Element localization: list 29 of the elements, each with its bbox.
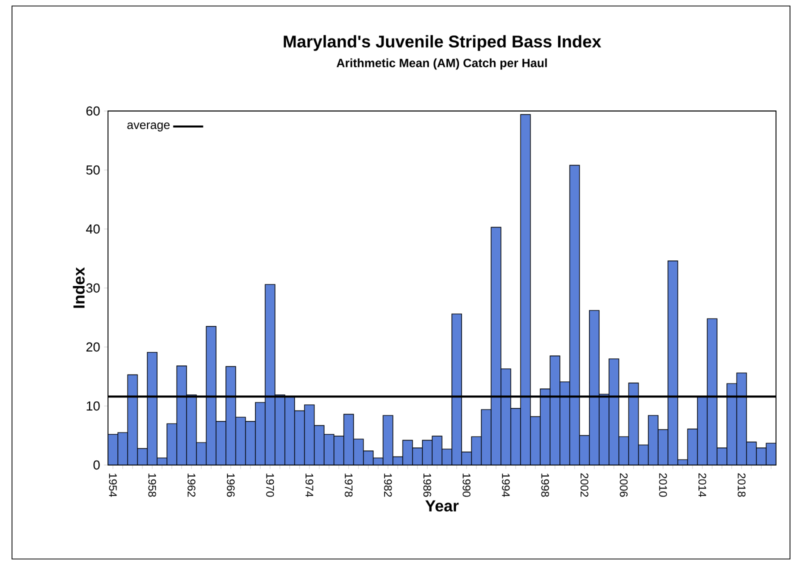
x-tick-label: 1970 bbox=[266, 474, 274, 497]
x-tick-label: 2002 bbox=[580, 473, 588, 497]
legend-label: average bbox=[127, 122, 170, 132]
y-tick-label: 50 bbox=[86, 165, 100, 175]
x-tick-label: 1994 bbox=[502, 474, 510, 497]
x-tick-label: 1998 bbox=[541, 474, 550, 497]
x-tick-label: 1962 bbox=[188, 474, 196, 497]
y-tick-label: 40 bbox=[86, 224, 100, 234]
y-tick-label: 10 bbox=[86, 401, 100, 411]
y-axis-title: Index bbox=[72, 267, 85, 308]
x-tick-label: 1990 bbox=[462, 474, 470, 497]
y-tick-label: 60 bbox=[86, 106, 100, 116]
chart-subtitle: Arithmetic Mean (AM) Catch per Haul bbox=[336, 58, 547, 70]
x-tick-label: 2014 bbox=[698, 473, 706, 497]
y-tick-label: 0 bbox=[93, 460, 100, 470]
x-tick-label: 1978 bbox=[344, 474, 353, 497]
x-tick-label: 2006 bbox=[620, 473, 628, 497]
y-tick-label: 20 bbox=[86, 342, 100, 352]
x-tick-label: 2018 bbox=[738, 473, 746, 497]
x-tick-label: 1954 bbox=[109, 474, 117, 497]
x-tick-label: 2010 bbox=[659, 473, 667, 497]
y-tick-label: 30 bbox=[86, 283, 100, 293]
x-tick-label: 1958 bbox=[148, 474, 156, 497]
x-tick-label: 1966 bbox=[226, 474, 235, 497]
x-tick-label: 1974 bbox=[305, 474, 314, 497]
x-tick-label: 1986 bbox=[423, 474, 432, 497]
chart-title: Maryland's Juvenile Striped Bass Index bbox=[284, 35, 602, 51]
x-tick-label: 1982 bbox=[384, 474, 392, 497]
x-axis-title: Year bbox=[425, 500, 459, 512]
